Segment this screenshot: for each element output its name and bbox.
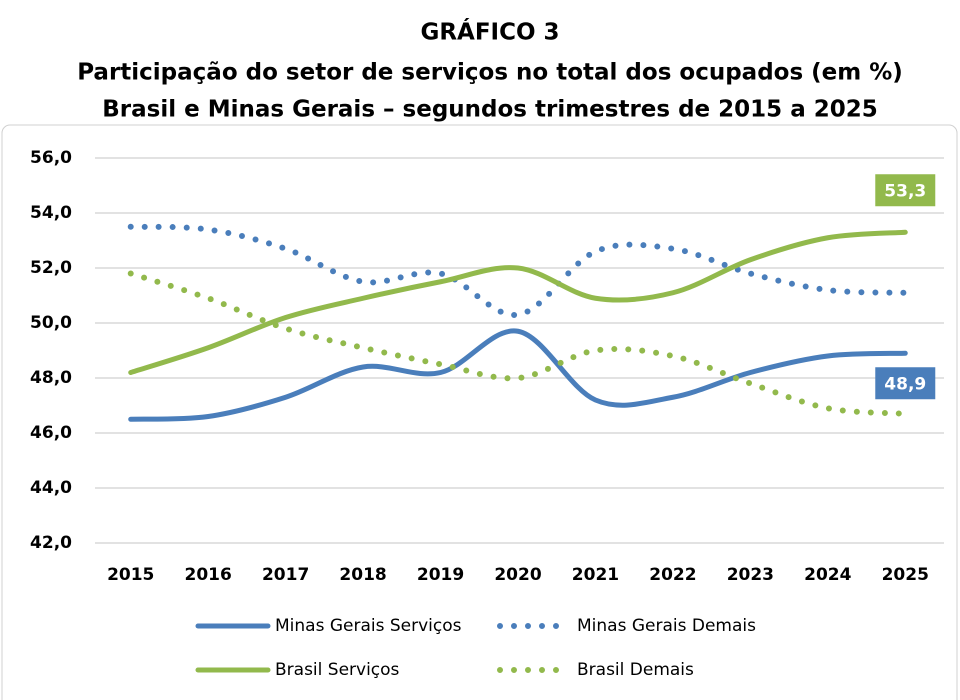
y-tick-label: 44,0 — [30, 478, 72, 498]
y-tick-label: 50,0 — [30, 313, 72, 333]
y-tick-label: 52,0 — [30, 258, 72, 278]
y-tick-label: 46,0 — [30, 423, 72, 443]
series-line — [127, 223, 909, 318]
y-tick-label: 48,0 — [30, 368, 72, 388]
chart-subtitle: Brasil e Minas Gerais – segundos trimest… — [102, 97, 877, 123]
legend-label: Minas Gerais Serviços — [275, 616, 462, 636]
value-label-box — [875, 174, 936, 207]
value-label: 48,9 — [884, 374, 926, 394]
x-tick-label: 2023 — [727, 565, 774, 585]
x-tick-label: 2017 — [262, 565, 309, 585]
x-tick-label: 2016 — [185, 565, 232, 585]
x-tick-label: 2020 — [494, 565, 541, 585]
value-label-box — [875, 367, 936, 400]
y-tick-label: 42,0 — [30, 533, 72, 553]
chart-title: GRÁFICO 3 — [420, 18, 559, 46]
y-tick-label: 54,0 — [30, 203, 72, 223]
legend-label: Brasil Demais — [577, 660, 694, 680]
x-tick-label: 2022 — [649, 565, 696, 585]
x-tick-label: 2018 — [339, 565, 386, 585]
chart-subtitle: Participação do setor de serviços no tot… — [77, 60, 903, 86]
x-tick-label: 2021 — [572, 565, 619, 585]
x-tick-label: 2024 — [804, 565, 851, 585]
x-tick-label: 2019 — [417, 565, 464, 585]
series-line — [128, 328, 908, 422]
legend-label: Brasil Serviços — [275, 660, 400, 680]
series-line — [128, 229, 908, 375]
x-tick-label: 2015 — [107, 565, 154, 585]
x-tick-label: 2025 — [882, 565, 929, 585]
chart-frame — [1, 124, 958, 700]
legend-label: Minas Gerais Demais — [577, 616, 756, 636]
value-label: 53,3 — [884, 181, 926, 201]
y-tick-label: 56,0 — [30, 148, 72, 168]
